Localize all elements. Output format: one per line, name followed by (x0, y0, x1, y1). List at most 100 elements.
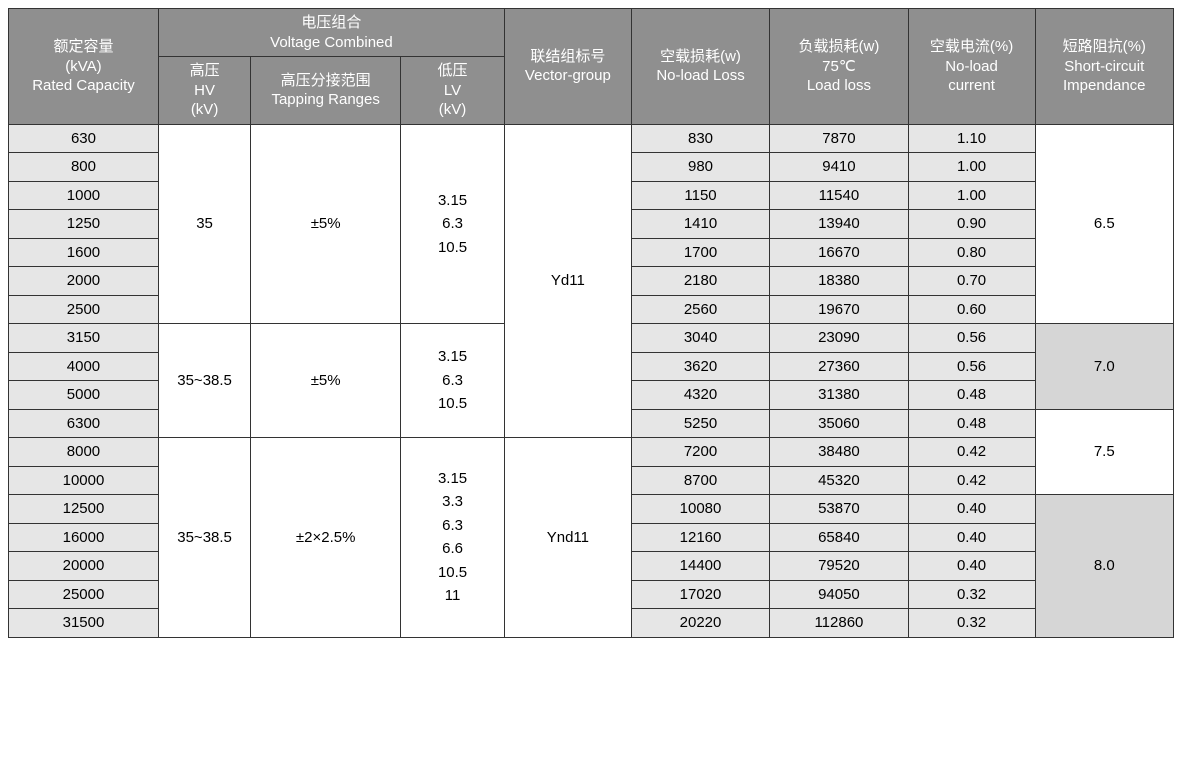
cell-tapping: ±2×2.5% (251, 438, 401, 638)
cell-nll: 4320 (631, 381, 769, 410)
cell-nlc: 1.10 (908, 124, 1035, 153)
cell-nlc: 1.00 (908, 181, 1035, 210)
cell-imp: 6.5 (1035, 124, 1174, 324)
cell-nlc: 0.48 (908, 381, 1035, 410)
header-tapping: 高压分接范围 Tapping Ranges (251, 57, 401, 125)
cell-nll: 10080 (631, 495, 769, 524)
header-rated-capacity: 额定容量 (kVA) Rated Capacity (9, 9, 159, 125)
header-noload-current: 空载电流(%) No-load current (908, 9, 1035, 125)
header-load-loss: 负载损耗(w) 75℃ Load loss (770, 9, 908, 125)
cell-nlc: 0.40 (908, 523, 1035, 552)
cell-lv: 3.156.310.5 (401, 124, 505, 324)
cell-capacity: 1250 (9, 210, 159, 239)
cell-nlc: 0.80 (908, 238, 1035, 267)
cell-capacity: 12500 (9, 495, 159, 524)
cell-nll: 1150 (631, 181, 769, 210)
cell-ll: 45320 (770, 466, 908, 495)
cell-capacity: 6300 (9, 409, 159, 438)
cell-capacity: 3150 (9, 324, 159, 353)
cell-tapping: ±5% (251, 124, 401, 324)
cell-nlc: 0.56 (908, 324, 1035, 353)
cell-ll: 112860 (770, 609, 908, 638)
cell-ll: 19670 (770, 295, 908, 324)
cell-hv: 35 (158, 124, 250, 324)
table-row: 8000 35~38.5 ±2×2.5% 3.153.36.3 6.610.51… (9, 438, 1174, 467)
cell-nll: 1410 (631, 210, 769, 239)
cell-tapping: ±5% (251, 324, 401, 438)
cell-nlc: 0.40 (908, 552, 1035, 581)
cell-capacity: 10000 (9, 466, 159, 495)
cell-capacity: 630 (9, 124, 159, 153)
cell-ll: 65840 (770, 523, 908, 552)
cell-nlc: 0.90 (908, 210, 1035, 239)
transformer-spec-table: 额定容量 (kVA) Rated Capacity 电压组合 Voltage C… (8, 8, 1174, 638)
cell-capacity: 1600 (9, 238, 159, 267)
cell-capacity: 2500 (9, 295, 159, 324)
header-noload-loss: 空载损耗(w) No-load Loss (631, 9, 769, 125)
cell-nlc: 0.42 (908, 466, 1035, 495)
cell-capacity: 2000 (9, 267, 159, 296)
cell-ll: 79520 (770, 552, 908, 581)
cell-ll: 9410 (770, 153, 908, 182)
table-row: 630 35 ±5% 3.156.310.5 Yd11 830 7870 1.1… (9, 124, 1174, 153)
cell-imp: 8.0 (1035, 495, 1174, 638)
cell-nll: 2180 (631, 267, 769, 296)
cell-ll: 18380 (770, 267, 908, 296)
cell-ll: 16670 (770, 238, 908, 267)
cell-lv: 3.153.36.3 6.610.511 (401, 438, 505, 638)
cell-ll: 31380 (770, 381, 908, 410)
header-lv: 低压 LV (kV) (401, 57, 505, 125)
cell-nlc: 0.32 (908, 580, 1035, 609)
cell-ll: 94050 (770, 580, 908, 609)
cell-capacity: 20000 (9, 552, 159, 581)
cell-nll: 1700 (631, 238, 769, 267)
cell-lv: 3.156.310.5 (401, 324, 505, 438)
cell-capacity: 1000 (9, 181, 159, 210)
cell-nll: 5250 (631, 409, 769, 438)
cell-hv: 35~38.5 (158, 438, 250, 638)
cell-nll: 12160 (631, 523, 769, 552)
cell-capacity: 25000 (9, 580, 159, 609)
cell-nlc: 0.40 (908, 495, 1035, 524)
cell-ll: 23090 (770, 324, 908, 353)
cell-capacity: 800 (9, 153, 159, 182)
cell-nll: 3040 (631, 324, 769, 353)
cell-nll: 14400 (631, 552, 769, 581)
header-vector-group: 联结组标号 Vector-group (504, 9, 631, 125)
cell-nll: 2560 (631, 295, 769, 324)
cell-nlc: 0.70 (908, 267, 1035, 296)
cell-nlc: 0.56 (908, 352, 1035, 381)
cell-capacity: 5000 (9, 381, 159, 410)
cell-ll: 7870 (770, 124, 908, 153)
cell-ll: 13940 (770, 210, 908, 239)
cell-vector: Yd11 (504, 124, 631, 438)
cell-ll: 27360 (770, 352, 908, 381)
cell-imp: 7.5 (1035, 409, 1174, 495)
cell-vector: Ynd11 (504, 438, 631, 638)
cell-ll: 35060 (770, 409, 908, 438)
cell-nll: 7200 (631, 438, 769, 467)
cell-ll: 38480 (770, 438, 908, 467)
cell-nll: 980 (631, 153, 769, 182)
header-voltage-combined: 电压组合 Voltage Combined (158, 9, 504, 57)
cell-capacity: 31500 (9, 609, 159, 638)
cell-nlc: 0.48 (908, 409, 1035, 438)
table-body: 630 35 ±5% 3.156.310.5 Yd11 830 7870 1.1… (9, 124, 1174, 637)
cell-nlc: 0.60 (908, 295, 1035, 324)
cell-capacity: 4000 (9, 352, 159, 381)
cell-ll: 11540 (770, 181, 908, 210)
cell-nll: 3620 (631, 352, 769, 381)
cell-imp: 7.0 (1035, 324, 1174, 410)
cell-nlc: 0.32 (908, 609, 1035, 638)
cell-nll: 17020 (631, 580, 769, 609)
header-hv: 高压 HV (kV) (158, 57, 250, 125)
cell-nlc: 0.42 (908, 438, 1035, 467)
cell-nll: 8700 (631, 466, 769, 495)
cell-nll: 830 (631, 124, 769, 153)
cell-ll: 53870 (770, 495, 908, 524)
cell-nll: 20220 (631, 609, 769, 638)
cell-capacity: 16000 (9, 523, 159, 552)
cell-hv: 35~38.5 (158, 324, 250, 438)
header-sc-impedance: 短路阻抗(%) Short-circuit Impendance (1035, 9, 1174, 125)
cell-nlc: 1.00 (908, 153, 1035, 182)
